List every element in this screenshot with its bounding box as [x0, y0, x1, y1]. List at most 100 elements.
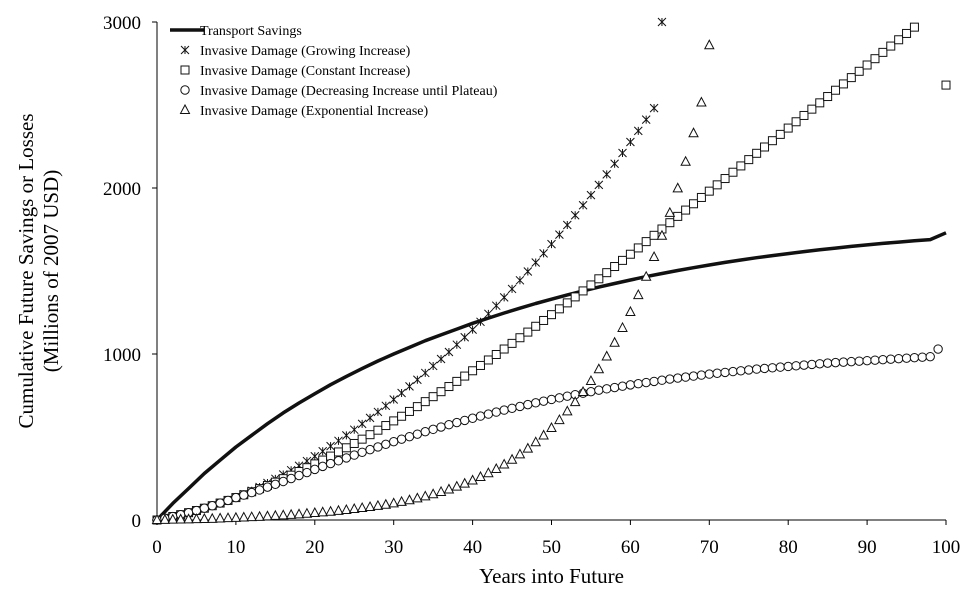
square-point	[752, 148, 762, 158]
square-point	[373, 425, 383, 435]
circle-point	[704, 369, 714, 379]
circle-point	[665, 374, 675, 384]
square-point	[365, 430, 375, 440]
circle-point	[436, 422, 446, 432]
square-point	[428, 392, 438, 402]
square-point	[499, 344, 509, 354]
square-point	[720, 174, 730, 184]
square-point	[838, 79, 848, 89]
triangle-point	[317, 506, 329, 517]
circle-point	[239, 490, 249, 500]
square-point	[791, 117, 801, 127]
triangle-point	[206, 512, 218, 523]
series-4	[151, 39, 715, 524]
triangle-point	[341, 503, 352, 515]
square-point	[412, 402, 422, 412]
asterisk-point	[507, 284, 517, 294]
triangle-point	[262, 510, 273, 521]
triangle-point	[617, 321, 628, 332]
square-point	[578, 286, 588, 296]
square-point	[404, 406, 414, 416]
square-point	[397, 411, 407, 421]
triangle-point	[222, 512, 234, 523]
asterisk-point	[342, 430, 351, 440]
asterisk-point	[468, 325, 477, 334]
asterisk-point	[523, 267, 533, 276]
asterisk-point	[515, 275, 525, 285]
square-point	[704, 186, 714, 196]
circle-point	[846, 356, 857, 367]
triangle-point	[475, 470, 486, 482]
circle-point	[562, 391, 572, 401]
circle-point	[862, 355, 872, 366]
x-tick-label: 100	[932, 537, 961, 558]
triangle-point	[230, 511, 242, 522]
triangle-point	[632, 289, 644, 300]
triangle-point	[396, 495, 407, 506]
asterisk-point	[460, 332, 470, 342]
square-point	[523, 327, 533, 337]
triangle-point	[577, 385, 589, 397]
square-point	[846, 73, 856, 83]
triangle-point	[356, 501, 368, 513]
square-point	[783, 123, 793, 133]
triangle-point	[601, 350, 613, 361]
legend-label: Invasive Damage (Growing Increase)	[200, 44, 411, 59]
asterisk-point	[389, 395, 399, 404]
triangle-point	[703, 39, 715, 50]
circle-point	[602, 384, 612, 394]
triangle-point	[412, 492, 423, 503]
circle-point	[767, 363, 778, 373]
circle-point	[625, 380, 636, 390]
asterisk-point	[555, 230, 564, 239]
transport-savings-line	[155, 231, 947, 522]
square-point	[902, 28, 912, 38]
triangle-point	[238, 511, 250, 522]
legend-circle-swatch	[180, 85, 190, 95]
square-point	[491, 349, 501, 359]
asterisk-point	[334, 436, 343, 446]
triangle-point	[656, 229, 668, 240]
circle-point	[799, 360, 809, 370]
circle-point	[491, 407, 501, 417]
square-point	[610, 262, 620, 272]
triangle-point	[696, 96, 707, 107]
triangle-point	[388, 497, 400, 508]
asterisk-point	[484, 309, 493, 319]
asterisk-point	[578, 200, 588, 210]
square-point	[854, 66, 864, 76]
square-point	[681, 205, 691, 215]
circle-point	[223, 495, 233, 506]
asterisk-point	[405, 382, 414, 391]
circle-point	[389, 436, 399, 447]
circle-point	[404, 431, 415, 442]
circle-point	[870, 355, 880, 365]
square-point	[689, 199, 699, 209]
asterisk-point	[499, 293, 509, 302]
square-point	[357, 434, 367, 444]
circle-point	[396, 434, 407, 444]
circle-point	[325, 458, 336, 469]
circle-point	[633, 379, 643, 389]
circle-point	[736, 366, 746, 376]
x-tick-label: 30	[384, 537, 403, 558]
circle-point	[933, 344, 943, 354]
square-point	[381, 421, 391, 431]
y-tick-label: 1000	[103, 345, 141, 366]
square-point	[831, 85, 841, 95]
triangle-point	[648, 250, 660, 262]
square-point	[515, 333, 525, 343]
square-point	[618, 255, 628, 265]
legend-square-swatch	[180, 65, 190, 75]
square-point	[807, 104, 817, 114]
circle-point	[807, 359, 817, 370]
triangle-point	[498, 458, 510, 469]
asterisk-point	[602, 170, 612, 179]
triangle-point	[191, 513, 202, 524]
triangle-point	[538, 429, 549, 440]
square-point	[696, 192, 706, 202]
square-point	[744, 155, 754, 165]
square-point	[539, 315, 549, 325]
triangle-point	[506, 453, 518, 464]
asterisk-point	[657, 17, 667, 27]
